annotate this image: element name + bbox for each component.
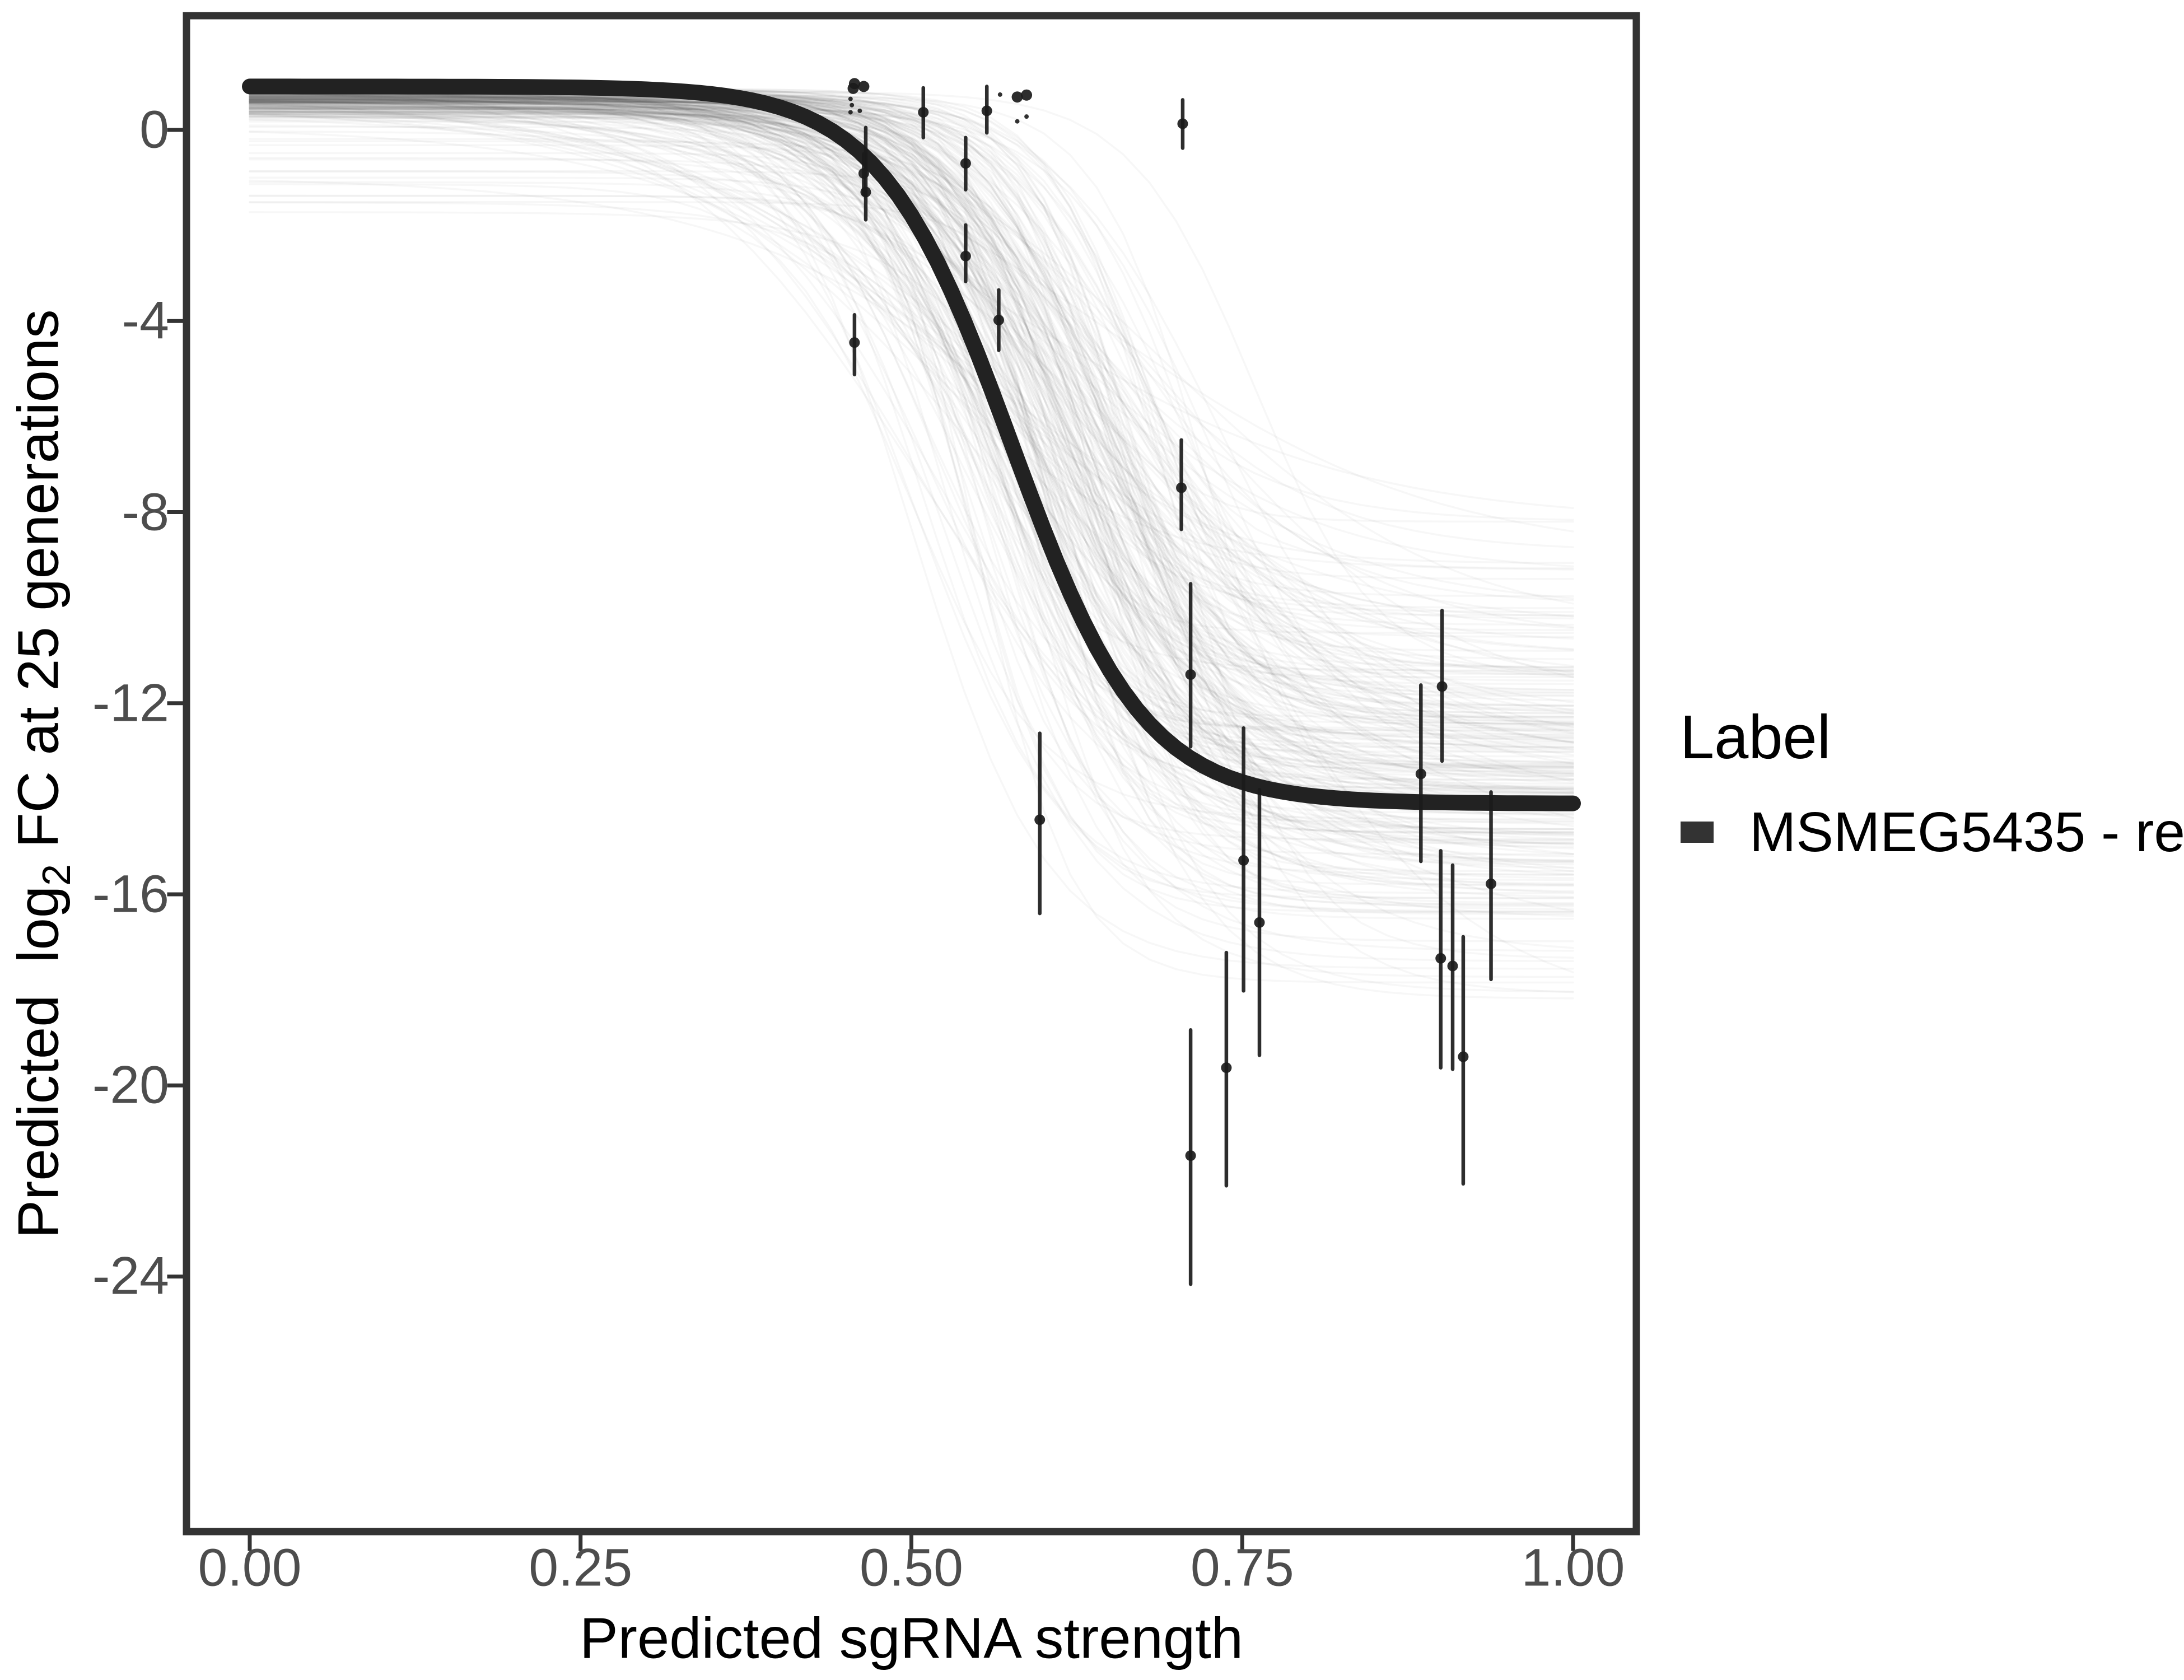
y-tick-label: 0: [139, 100, 169, 160]
data-point: [1238, 855, 1249, 866]
legend-title: Label: [1680, 703, 1831, 772]
y-tick-label: -4: [122, 291, 169, 351]
y-tick-label: -24: [92, 1246, 169, 1306]
data-point: [1435, 953, 1446, 964]
data-point-small-dot: [848, 96, 853, 101]
data-point-dot: [858, 81, 870, 92]
data-point: [1447, 960, 1458, 972]
reference-fit-curve: [242, 78, 1581, 811]
data-point-small-dot: [997, 92, 1002, 97]
data-point: [993, 315, 1004, 326]
data-point: [960, 250, 971, 262]
data-point: [1458, 1051, 1469, 1062]
data-point: [860, 186, 871, 198]
data-point-small-dot: [1024, 114, 1029, 119]
data-point: [1486, 878, 1497, 889]
legend-item: MSMEG5435 - ref: [1681, 804, 2184, 860]
data-point: [1177, 118, 1188, 129]
data-point: [1254, 917, 1265, 928]
data-point: [1221, 1062, 1232, 1074]
x-tick-label: 0.50: [860, 1538, 963, 1598]
legend-key-swatch: [1681, 822, 1714, 843]
y-tick-label: -16: [92, 864, 169, 924]
data-point: [849, 337, 860, 348]
data-point: [981, 105, 992, 116]
data-point-dot: [1021, 89, 1033, 101]
x-tick-label: 0.75: [1190, 1538, 1294, 1598]
data-point: [1436, 681, 1448, 692]
axis-tick-marks: [167, 128, 1575, 1551]
data-point-small-dot: [850, 102, 855, 108]
data-point-small-dot: [848, 110, 853, 115]
data-point-small-dot: [1015, 119, 1020, 124]
data-point: [1415, 768, 1426, 780]
y-axis-title-suffix: FC at 25 generations: [6, 309, 71, 864]
data-point: [960, 158, 971, 169]
x-axis-title: Predicted sgRNA strength: [579, 1606, 1244, 1670]
data-point-dot: [1011, 91, 1023, 103]
data-point: [858, 168, 869, 179]
x-tick-label: 0.25: [529, 1538, 633, 1598]
x-tick-label: 0.00: [198, 1538, 302, 1598]
data-point: [918, 106, 929, 118]
sgrna-data-points: [847, 78, 1497, 1161]
x-tick-label: 1.00: [1521, 1538, 1625, 1598]
y-tick-label: -12: [92, 673, 169, 733]
data-point-small-dot: [857, 108, 862, 113]
y-axis-title-prefix: Predicted log: [6, 885, 71, 1239]
data-point-dot: [847, 82, 859, 94]
data-point: [1185, 669, 1196, 680]
panel-border: [183, 12, 1640, 1536]
y-axis-title-subscript: 2: [35, 864, 79, 886]
data-point: [1176, 482, 1187, 493]
y-tick-label: -8: [122, 482, 169, 542]
legend-item-label: MSMEG5435 - ref: [1749, 801, 2184, 864]
data-point: [1185, 1150, 1196, 1161]
data-point: [1034, 814, 1046, 825]
y-axis-title: Predicted log2 FC at 25 generations: [6, 309, 79, 1238]
y-tick-label: -20: [92, 1055, 169, 1115]
